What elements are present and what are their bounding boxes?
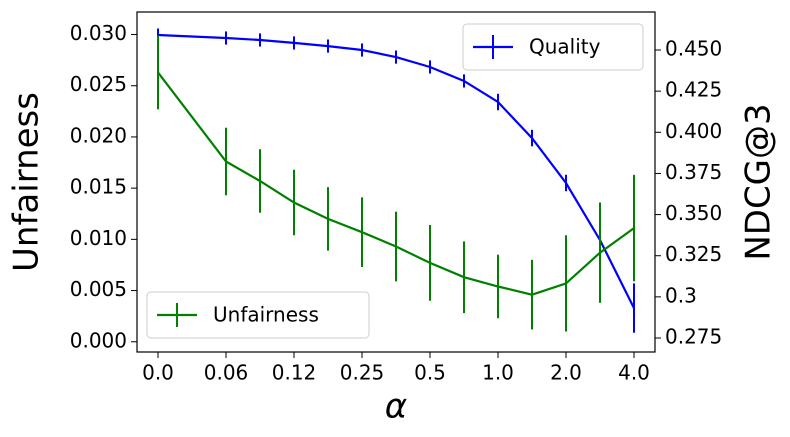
legend-label: Quality xyxy=(529,35,601,59)
y-tick-label: 0.020 xyxy=(70,123,127,147)
y-tick-label: 0.010 xyxy=(70,226,127,250)
y-axis-title: Unfairness xyxy=(7,92,47,272)
legend-box xyxy=(462,23,644,71)
y-tick-label: 0.005 xyxy=(70,277,127,301)
x-tick-label: 0.0 xyxy=(142,361,174,385)
y2-tick-label: 0.450 xyxy=(665,37,722,61)
y-tick-label: 0.000 xyxy=(70,328,127,352)
x-tick-label: 1.0 xyxy=(482,361,514,385)
legend-box xyxy=(146,291,370,339)
x-tick-label: 4.0 xyxy=(618,361,650,385)
y-tick-label: 0.030 xyxy=(70,21,127,45)
legend-label: Unfairness xyxy=(213,303,319,327)
plot-frame xyxy=(136,11,656,353)
series-line xyxy=(157,33,635,309)
y2-tick-label: 0.3 xyxy=(665,283,697,307)
y-tick-label: 0.025 xyxy=(70,72,127,96)
y2-tick-label: 0.350 xyxy=(665,201,722,225)
y2-axis-title: NDCG@3 xyxy=(739,103,779,260)
series-line xyxy=(157,71,635,296)
y2-tick-label: 0.275 xyxy=(665,325,722,349)
y2-tick-label: 0.400 xyxy=(665,119,722,143)
x-axis-title: α xyxy=(385,387,407,427)
x-tick-label: 0.12 xyxy=(272,361,317,385)
y2-tick-label: 0.375 xyxy=(665,160,722,184)
x-tick-label: 0.5 xyxy=(414,361,446,385)
x-tick-label: 0.25 xyxy=(340,361,385,385)
y2-tick-label: 0.425 xyxy=(665,78,722,102)
y-tick-label: 0.015 xyxy=(70,175,127,199)
y2-tick-label: 0.325 xyxy=(665,242,722,266)
x-tick-label: 2.0 xyxy=(550,361,582,385)
x-tick-label: 0.06 xyxy=(204,361,249,385)
